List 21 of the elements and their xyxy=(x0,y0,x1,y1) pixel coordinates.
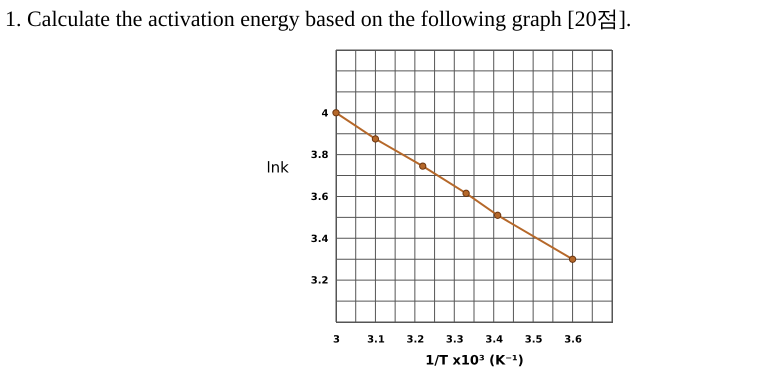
y-tick-label: 3.8 xyxy=(310,150,329,162)
y-tick-label: 4 xyxy=(322,108,329,120)
x-tick-label: 3.2 xyxy=(406,334,424,346)
point xyxy=(568,256,576,263)
y-tick-label: 3.6 xyxy=(310,192,329,203)
x-tick-label: 3 xyxy=(333,334,340,346)
x-tick-label: 3.3 xyxy=(446,334,464,346)
x-tick-label: 3.4 xyxy=(485,334,504,346)
x-tick-label: 3.5 xyxy=(524,334,543,346)
y-axis-title: lnk xyxy=(266,158,290,176)
x-tick-label: 3.1 xyxy=(367,334,385,346)
point xyxy=(494,212,502,219)
x-tick-label: 3.6 xyxy=(564,334,582,346)
y-tick-label: 3.4 xyxy=(310,234,329,245)
point xyxy=(372,135,380,143)
x-axis-title: 1/T x10³ (K⁻¹) xyxy=(425,354,524,368)
y-tick-label: 3.2 xyxy=(310,276,329,287)
point xyxy=(419,162,426,170)
point xyxy=(462,190,470,197)
chart-title: 1. Calculate the activation energy based on the following graph [20점]. xyxy=(5,6,632,31)
point xyxy=(332,109,340,116)
